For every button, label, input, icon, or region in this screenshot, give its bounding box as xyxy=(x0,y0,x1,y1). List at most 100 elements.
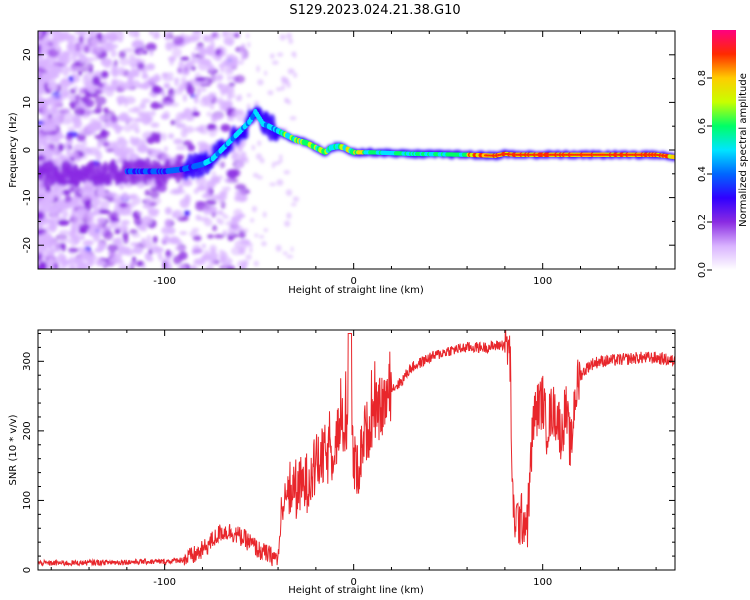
spectrogram-cell xyxy=(267,90,274,96)
spectrogram-cell xyxy=(83,240,95,245)
spectrogram-cell xyxy=(96,88,103,95)
spectrogram-cell xyxy=(57,219,70,226)
spectrogram-cell xyxy=(141,215,153,226)
snr-y-tick-label: 0 xyxy=(22,567,33,573)
spectrogram-cell xyxy=(160,237,172,245)
spectrogram-cell xyxy=(122,116,134,123)
spectrogram-cell xyxy=(87,211,99,217)
spectrogram-cell xyxy=(81,113,90,119)
spectrogram-cell xyxy=(38,79,44,87)
spectrogram-cell xyxy=(228,259,233,263)
spectrogram-cell xyxy=(288,38,294,45)
spectrogram-cell xyxy=(51,34,57,40)
spectrogram-cell xyxy=(122,192,129,201)
spectrogram-cell xyxy=(193,31,200,35)
spectrogram-cell xyxy=(171,211,178,219)
spectrogram-cell xyxy=(121,219,130,226)
spectrogram-cell xyxy=(149,187,159,192)
spectrogram-cell xyxy=(180,76,187,84)
spectrogram-y-tick-label: 0 xyxy=(22,147,33,153)
spectrogram-cell xyxy=(96,217,106,224)
spectrogram-cell xyxy=(245,33,250,39)
spectrogram-cell xyxy=(258,235,265,239)
spectrogram-cell xyxy=(283,170,291,175)
spectrogram-cell xyxy=(213,234,225,239)
spectrogram-cell xyxy=(222,215,230,219)
spectrogram-cell xyxy=(209,103,215,110)
spectrogram-cell xyxy=(113,260,125,265)
spectrogram-cell xyxy=(182,94,188,102)
spectrogram-cell xyxy=(175,122,186,129)
spectrogram-cell xyxy=(282,251,288,256)
spectrogram-cell xyxy=(192,106,198,113)
spectrogram-cell xyxy=(256,65,260,73)
spectrogram-cell xyxy=(222,190,228,198)
spectrogram-cell xyxy=(263,228,269,233)
spectrogram-cell xyxy=(95,104,102,114)
spectrogram-cell xyxy=(69,237,78,247)
spectrogram-cell xyxy=(253,100,260,107)
spectrogram-cell xyxy=(91,56,100,61)
spectrogram-cell xyxy=(102,161,109,174)
spectrogram-cell xyxy=(50,241,61,247)
spectrogram-cell xyxy=(237,31,241,34)
spectrogram-cell xyxy=(79,224,89,233)
spectrogram-cell xyxy=(69,88,77,95)
spectrogram-cell xyxy=(275,87,283,92)
spectrogram-cell xyxy=(95,96,107,106)
spectrogram-cell xyxy=(100,200,110,210)
spectrogram-cell xyxy=(58,55,68,65)
spectrogram-cell xyxy=(38,63,44,69)
spectrogram-cell xyxy=(226,74,232,82)
spectrogram-cell xyxy=(149,49,154,56)
spectrogram-cell xyxy=(216,82,224,90)
spectrogram-cell xyxy=(48,194,55,203)
spectrogram-cell xyxy=(58,31,67,38)
snr-x-tick-label: -100 xyxy=(153,577,176,588)
spectrogram-cell xyxy=(70,53,77,61)
spectrogram-cell xyxy=(57,36,69,41)
spectrogram-cell xyxy=(150,122,160,128)
spectrogram-cell xyxy=(171,47,182,58)
spectrogram-cell xyxy=(90,37,100,47)
spectrogram-cell xyxy=(70,66,83,72)
spectrogram-cell xyxy=(199,47,207,58)
spectrogram-cell xyxy=(163,82,171,89)
spectrogram-cell xyxy=(48,143,56,150)
spectrogram-cell xyxy=(172,255,183,265)
spectrogram-cell xyxy=(230,93,236,98)
spectrogram-x-axis-label: Height of straight line (km) xyxy=(288,285,424,296)
spectrogram-cell xyxy=(61,189,71,196)
spectrogram-cell xyxy=(129,228,138,235)
spectrogram-cell xyxy=(77,214,90,220)
spectrogram-cell xyxy=(230,111,238,118)
spectrogram-cell xyxy=(135,68,140,78)
spectrogram-cell xyxy=(161,90,166,97)
snr-series-line xyxy=(38,330,675,567)
spectrogram-cell xyxy=(174,246,187,251)
spectrogram-cell xyxy=(118,206,131,216)
spectrogram-cell xyxy=(287,68,293,75)
spectrogram-cell xyxy=(204,249,210,255)
spectrogram-cell xyxy=(124,96,136,105)
spectrogram-cell xyxy=(38,69,43,76)
spectrogram-cell xyxy=(141,73,149,80)
spectrogram-cell xyxy=(228,231,234,237)
spectrogram-cell xyxy=(198,124,204,134)
spectrogram-cell xyxy=(73,119,83,129)
spectrogram-cell xyxy=(170,93,176,101)
spectrogram-cell xyxy=(231,84,235,92)
spectrogram-cell xyxy=(105,148,114,153)
spectrogram-y-ticks: -20 -10 0 10 20 xyxy=(22,30,675,270)
spectrogram-cell xyxy=(247,41,251,48)
spectrogram-cell xyxy=(142,240,153,249)
spectrogram-cell xyxy=(110,49,117,58)
spectrogram-cell xyxy=(86,254,97,261)
spectrogram-cell xyxy=(232,224,241,232)
spectrogram-cell xyxy=(95,32,104,41)
spectrogram-cell xyxy=(229,61,236,68)
spectrogram-cell xyxy=(62,238,73,243)
spectrogram-cell xyxy=(99,241,107,251)
spectrogram-cell xyxy=(95,161,102,174)
